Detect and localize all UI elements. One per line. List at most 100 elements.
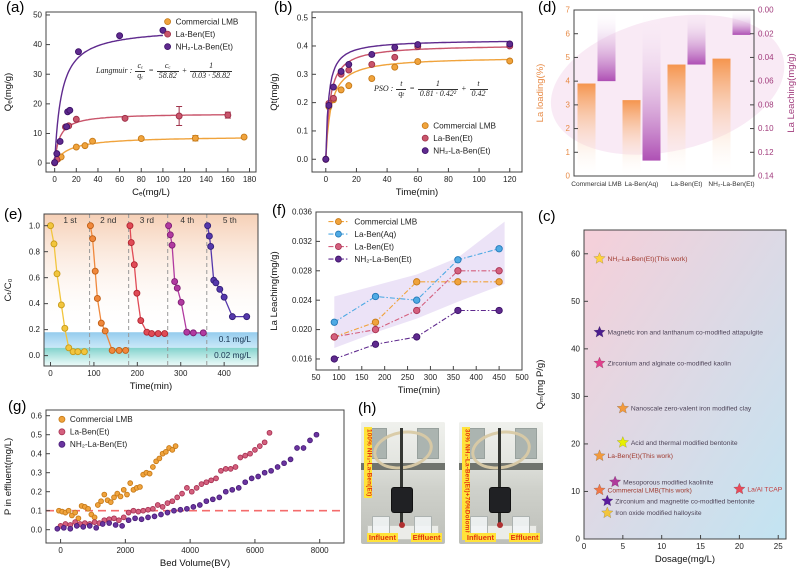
svg-text:40: 40 <box>33 40 42 49</box>
svg-text:0.4: 0.4 <box>297 42 309 51</box>
svg-text:300: 300 <box>424 373 438 382</box>
svg-text:10: 10 <box>571 487 580 496</box>
svg-text:Qₑ(mg/g): Qₑ(mg/g) <box>3 73 14 111</box>
svg-text:Time(min): Time(min) <box>130 381 172 392</box>
svg-text:0.3: 0.3 <box>297 70 309 79</box>
svg-text:50: 50 <box>312 373 321 382</box>
svg-text:0.00: 0.00 <box>758 6 774 15</box>
svg-text:La loading(%): La loading(%) <box>535 64 546 123</box>
svg-text:5 th: 5 th <box>223 215 237 225</box>
panel-g-column: (g) 0 2000 4000 6000 8000 0.0 0.1 0.2 0.3 0.4 0.5 0… <box>0 398 356 579</box>
chart-la-loading-leaching-bars: Commercial LMB La-Ben(Aq) La-Ben(Et) NH₂-La… <box>535 6 797 188</box>
svg-text:Iron oxide modified halloysite: Iron oxide modified halloysite <box>615 510 702 517</box>
panel-label-e: (e) <box>4 206 23 223</box>
panel-a-isotherm: (a) 0 20 40 60 80 100 120 140 160 180 0 10 20 30 40 50 C… <box>0 0 266 206</box>
svg-text:6: 6 <box>566 29 571 38</box>
svg-text:Qt(mg/g): Qt(mg/g) <box>269 73 280 110</box>
photo2-effluent-label: Effluent <box>508 532 541 542</box>
plus-sign: + <box>181 66 188 76</box>
svg-text:60: 60 <box>413 175 422 184</box>
svg-text:2 nd: 2 nd <box>100 215 117 225</box>
svg-text:NH₂-La-Ben(Et)(This work): NH₂-La-Ben(Et)(This work) <box>608 256 688 263</box>
svg-text:0.02 mg/L: 0.02 mg/L <box>214 350 251 360</box>
photo2-side-label: 30% NH₂-La-Ben(Et)+70%Dolomite <box>461 426 471 541</box>
svg-text:450: 450 <box>492 373 506 382</box>
svg-text:25: 25 <box>774 542 783 551</box>
panel-label-b: (b) <box>274 0 293 16</box>
plus-sign: + <box>461 84 467 94</box>
svg-text:La-Ben(Et): La-Ben(Et) <box>671 181 703 188</box>
svg-text:2000: 2000 <box>116 546 134 555</box>
svg-text:20: 20 <box>33 99 42 108</box>
svg-text:120: 120 <box>503 175 517 184</box>
panel-label-f: (f) <box>272 202 287 219</box>
svg-text:Time(min): Time(min) <box>398 385 440 396</box>
stand-rod <box>498 428 502 534</box>
svg-text:30: 30 <box>33 70 42 79</box>
svg-text:Bed Volume(BV): Bed Volume(BV) <box>160 558 230 569</box>
svg-text:0.04: 0.04 <box>758 53 774 62</box>
svg-text:Commercial LMB: Commercial LMB <box>433 121 496 130</box>
panel-h-photos: (h) 100% NH₂-La-Ben(Et) Influent Effluen… <box>356 400 546 579</box>
panel-label-c: (c) <box>538 208 556 225</box>
svg-text:80: 80 <box>137 175 146 184</box>
svg-text:Mesoporous modified kaolinite: Mesoporous modified kaolinite <box>623 479 714 486</box>
svg-text:7: 7 <box>566 6 571 15</box>
svg-text:La-Ben(Et)(This work): La-Ben(Et)(This work) <box>608 453 673 460</box>
svg-text:NH₂-La-Ben(Et): NH₂-La-Ben(Et) <box>176 42 234 51</box>
svg-text:0.0: 0.0 <box>297 155 309 164</box>
svg-text:10: 10 <box>33 129 42 138</box>
fraction-2: cₑ 58.82 <box>156 61 179 80</box>
window <box>416 428 440 460</box>
svg-text:0.024: 0.024 <box>292 296 313 305</box>
pso-equation: PSO : t qₜ = 1 0.81 · 0.42² + t 0.42 <box>374 79 489 99</box>
svg-text:80: 80 <box>444 175 453 184</box>
svg-text:La-Ben(Et): La-Ben(Et) <box>433 134 473 143</box>
svg-text:100: 100 <box>87 369 101 378</box>
svg-text:Commercial LMB: Commercial LMB <box>176 17 239 26</box>
equals-sign: = <box>148 66 154 76</box>
svg-text:250: 250 <box>401 373 415 382</box>
svg-text:La-Ben(Et): La-Ben(Et) <box>70 428 110 437</box>
svg-text:0.1: 0.1 <box>297 127 309 136</box>
svg-text:0.6: 0.6 <box>31 411 43 420</box>
svg-text:Time(min): Time(min) <box>396 187 438 198</box>
svg-text:5: 5 <box>566 53 571 62</box>
photo1-effluent-label: Effluent <box>410 532 443 542</box>
svg-text:Commercial LMB: Commercial LMB <box>571 181 622 188</box>
svg-text:Zirconium and magnetite co-mod: Zirconium and magnetite co-modified bent… <box>615 498 755 505</box>
chart-la-leaching-time: 50 100 150 200 250 300 350 400 450 500 0.016 0.020 0… <box>269 208 529 396</box>
svg-text:30: 30 <box>571 392 580 401</box>
svg-text:0.5: 0.5 <box>297 13 309 22</box>
svg-text:4 th: 4 th <box>180 215 194 225</box>
svg-text:0.2: 0.2 <box>29 325 41 334</box>
svg-text:6000: 6000 <box>246 546 264 555</box>
equation-prefix: PSO : <box>374 84 394 94</box>
svg-text:120: 120 <box>178 175 192 184</box>
equals-sign: = <box>409 84 415 94</box>
svg-text:0.1: 0.1 <box>31 506 43 515</box>
panel-e-regeneration: (e) 0 100 200 300 400 0.0 0.2 0.4 0.6 0.8 1.0 Time(… <box>0 206 266 400</box>
svg-text:10: 10 <box>657 542 666 551</box>
svg-text:5: 5 <box>621 542 626 551</box>
chart-adsorption-kinetics: 0 20 40 60 80 100 120 0.0 0.1 0.2 0.3 0.4 0.5 Time(mi… <box>269 11 523 198</box>
svg-text:0.3: 0.3 <box>31 468 43 477</box>
chart-column-breakthrough: 0 2000 4000 6000 8000 0.0 0.1 0.2 0.3 0.4 0.5 0.6 Be… <box>3 409 345 569</box>
svg-text:1.0: 1.0 <box>29 221 41 230</box>
svg-text:50: 50 <box>571 297 580 306</box>
panel-label-d: (d) <box>538 0 557 16</box>
photo-column-setup-1: 100% NH₂-La-Ben(Et) Influent Effluent <box>361 422 445 544</box>
svg-text:350: 350 <box>447 373 461 382</box>
photo2-influent-label: Influent <box>464 532 496 542</box>
svg-text:500: 500 <box>515 373 529 382</box>
svg-text:La/Al TCAP: La/Al TCAP <box>747 486 782 493</box>
svg-text:0: 0 <box>52 175 57 184</box>
svg-text:60: 60 <box>115 175 124 184</box>
fraction-3: t 0.42 <box>469 79 488 98</box>
panel-b-kinetics: (b) 0 20 40 60 80 100 120 0.0 0.1 0.2 0.3 0.4 0.5 Tim… <box>266 0 532 206</box>
svg-text:La-Ben(Et): La-Ben(Et) <box>354 242 394 251</box>
svg-text:160: 160 <box>221 175 235 184</box>
svg-text:0.8: 0.8 <box>29 247 41 256</box>
panel-label-g: (g) <box>8 398 27 415</box>
svg-text:Acid and thermal modified bent: Acid and thermal modified bentonite <box>631 440 738 447</box>
